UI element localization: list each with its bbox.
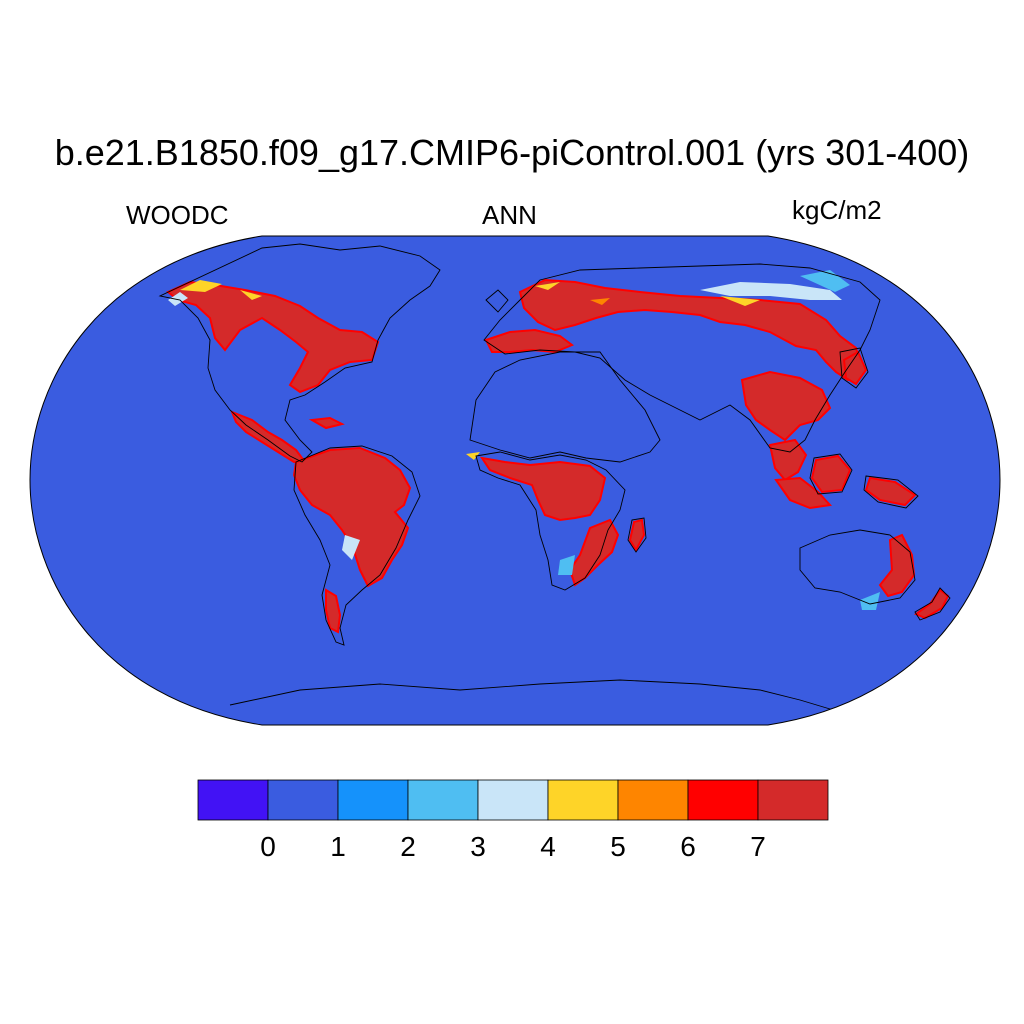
north-america-forest (166, 280, 380, 394)
australia-forest (878, 533, 916, 598)
units-label: kgC/m2 (792, 195, 882, 225)
colorbar-box (267, 779, 339, 821)
indonesia-forest (774, 476, 833, 510)
colorbar-box (407, 779, 479, 821)
eurasia-forest (518, 278, 864, 382)
central-africa-forest (479, 456, 607, 522)
colorbar-tick-label: 3 (470, 831, 486, 862)
colorbar-tick-label: 7 (750, 831, 766, 862)
japan-forest (842, 350, 868, 386)
colorbar-box (617, 779, 689, 821)
colorbar-tick-label: 1 (330, 831, 346, 862)
new-guinea-forest (864, 476, 917, 507)
variable-label: WOODC (126, 200, 229, 230)
colorbar-tick-label: 6 (680, 831, 696, 862)
colorbar-box (197, 779, 269, 821)
colorbar-tick-label: 4 (540, 831, 556, 862)
colorbar-box (757, 779, 829, 821)
caribbean-forest (308, 416, 345, 430)
colorbar-box (687, 779, 759, 821)
colorbar-box (547, 779, 619, 821)
europe-forest (484, 328, 575, 354)
east-asia-forest (740, 370, 832, 442)
borneo-forest (810, 454, 852, 494)
chile-forest (325, 588, 342, 634)
map-border (29, 235, 1001, 726)
colorbar-tick-label: 5 (610, 831, 626, 862)
colorbar-box (337, 779, 409, 821)
amazon-forest (292, 446, 412, 588)
season-label: ANN (482, 200, 537, 230)
madagascar-forest (628, 518, 646, 553)
colorbar-tick-label: 0 (260, 831, 276, 862)
coastlines (158, 243, 951, 713)
woodc-high-regions (166, 278, 950, 634)
colorbar-box (477, 779, 549, 821)
woodc-fringe-regions (168, 270, 880, 610)
colorbar-tick-label: 2 (400, 831, 416, 862)
plot-title: b.e21.B1850.f09_g17.CMIP6-piControl.001 … (54, 132, 970, 173)
